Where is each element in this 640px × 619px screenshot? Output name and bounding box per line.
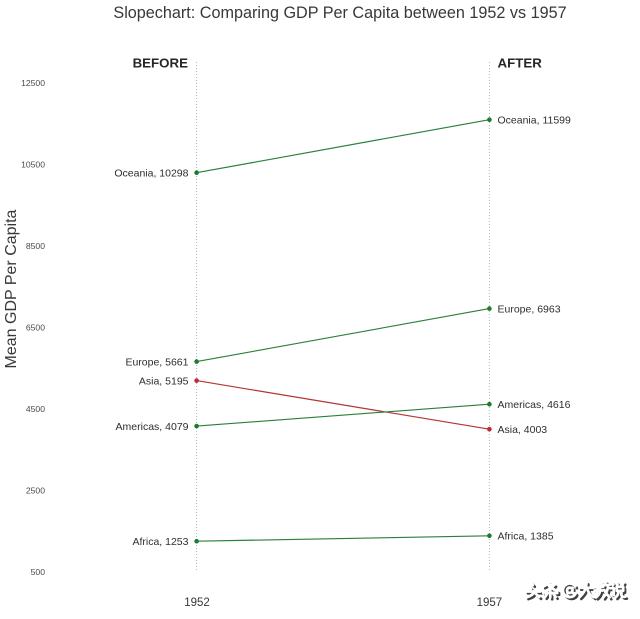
svg-text:Slopechart: Comparing GDP Per: Slopechart: Comparing GDP Per Capita bet… [113,4,566,22]
svg-text:10500: 10500 [21,160,45,170]
svg-text:Africa, 1253: Africa, 1253 [132,536,188,548]
svg-text:12500: 12500 [21,78,45,88]
svg-text:1952: 1952 [184,597,210,609]
svg-text:Asia, 4003: Asia, 4003 [498,424,548,436]
svg-text:500: 500 [31,567,46,577]
svg-text:AFTER: AFTER [498,56,543,71]
svg-text:Americas, 4616: Americas, 4616 [498,399,571,411]
svg-text:2500: 2500 [26,486,45,496]
svg-text:Africa, 1385: Africa, 1385 [498,531,554,543]
svg-text:Mean GDP Per Capita: Mean GDP Per Capita [3,209,20,368]
svg-text:1957: 1957 [477,597,503,609]
svg-text:Europe, 5661: Europe, 5661 [125,357,188,369]
svg-text:Oceania, 10298: Oceania, 10298 [114,168,188,180]
svg-text:8500: 8500 [26,241,45,251]
svg-text:Europe, 6963: Europe, 6963 [498,304,561,316]
svg-text:Oceania, 11599: Oceania, 11599 [498,115,572,127]
svg-text:Americas, 4079: Americas, 4079 [116,421,189,433]
svg-text:Asia, 5195: Asia, 5195 [139,376,189,388]
svg-text:BEFORE: BEFORE [133,56,189,71]
svg-text:4500: 4500 [26,404,45,414]
svg-text:6500: 6500 [26,323,45,333]
